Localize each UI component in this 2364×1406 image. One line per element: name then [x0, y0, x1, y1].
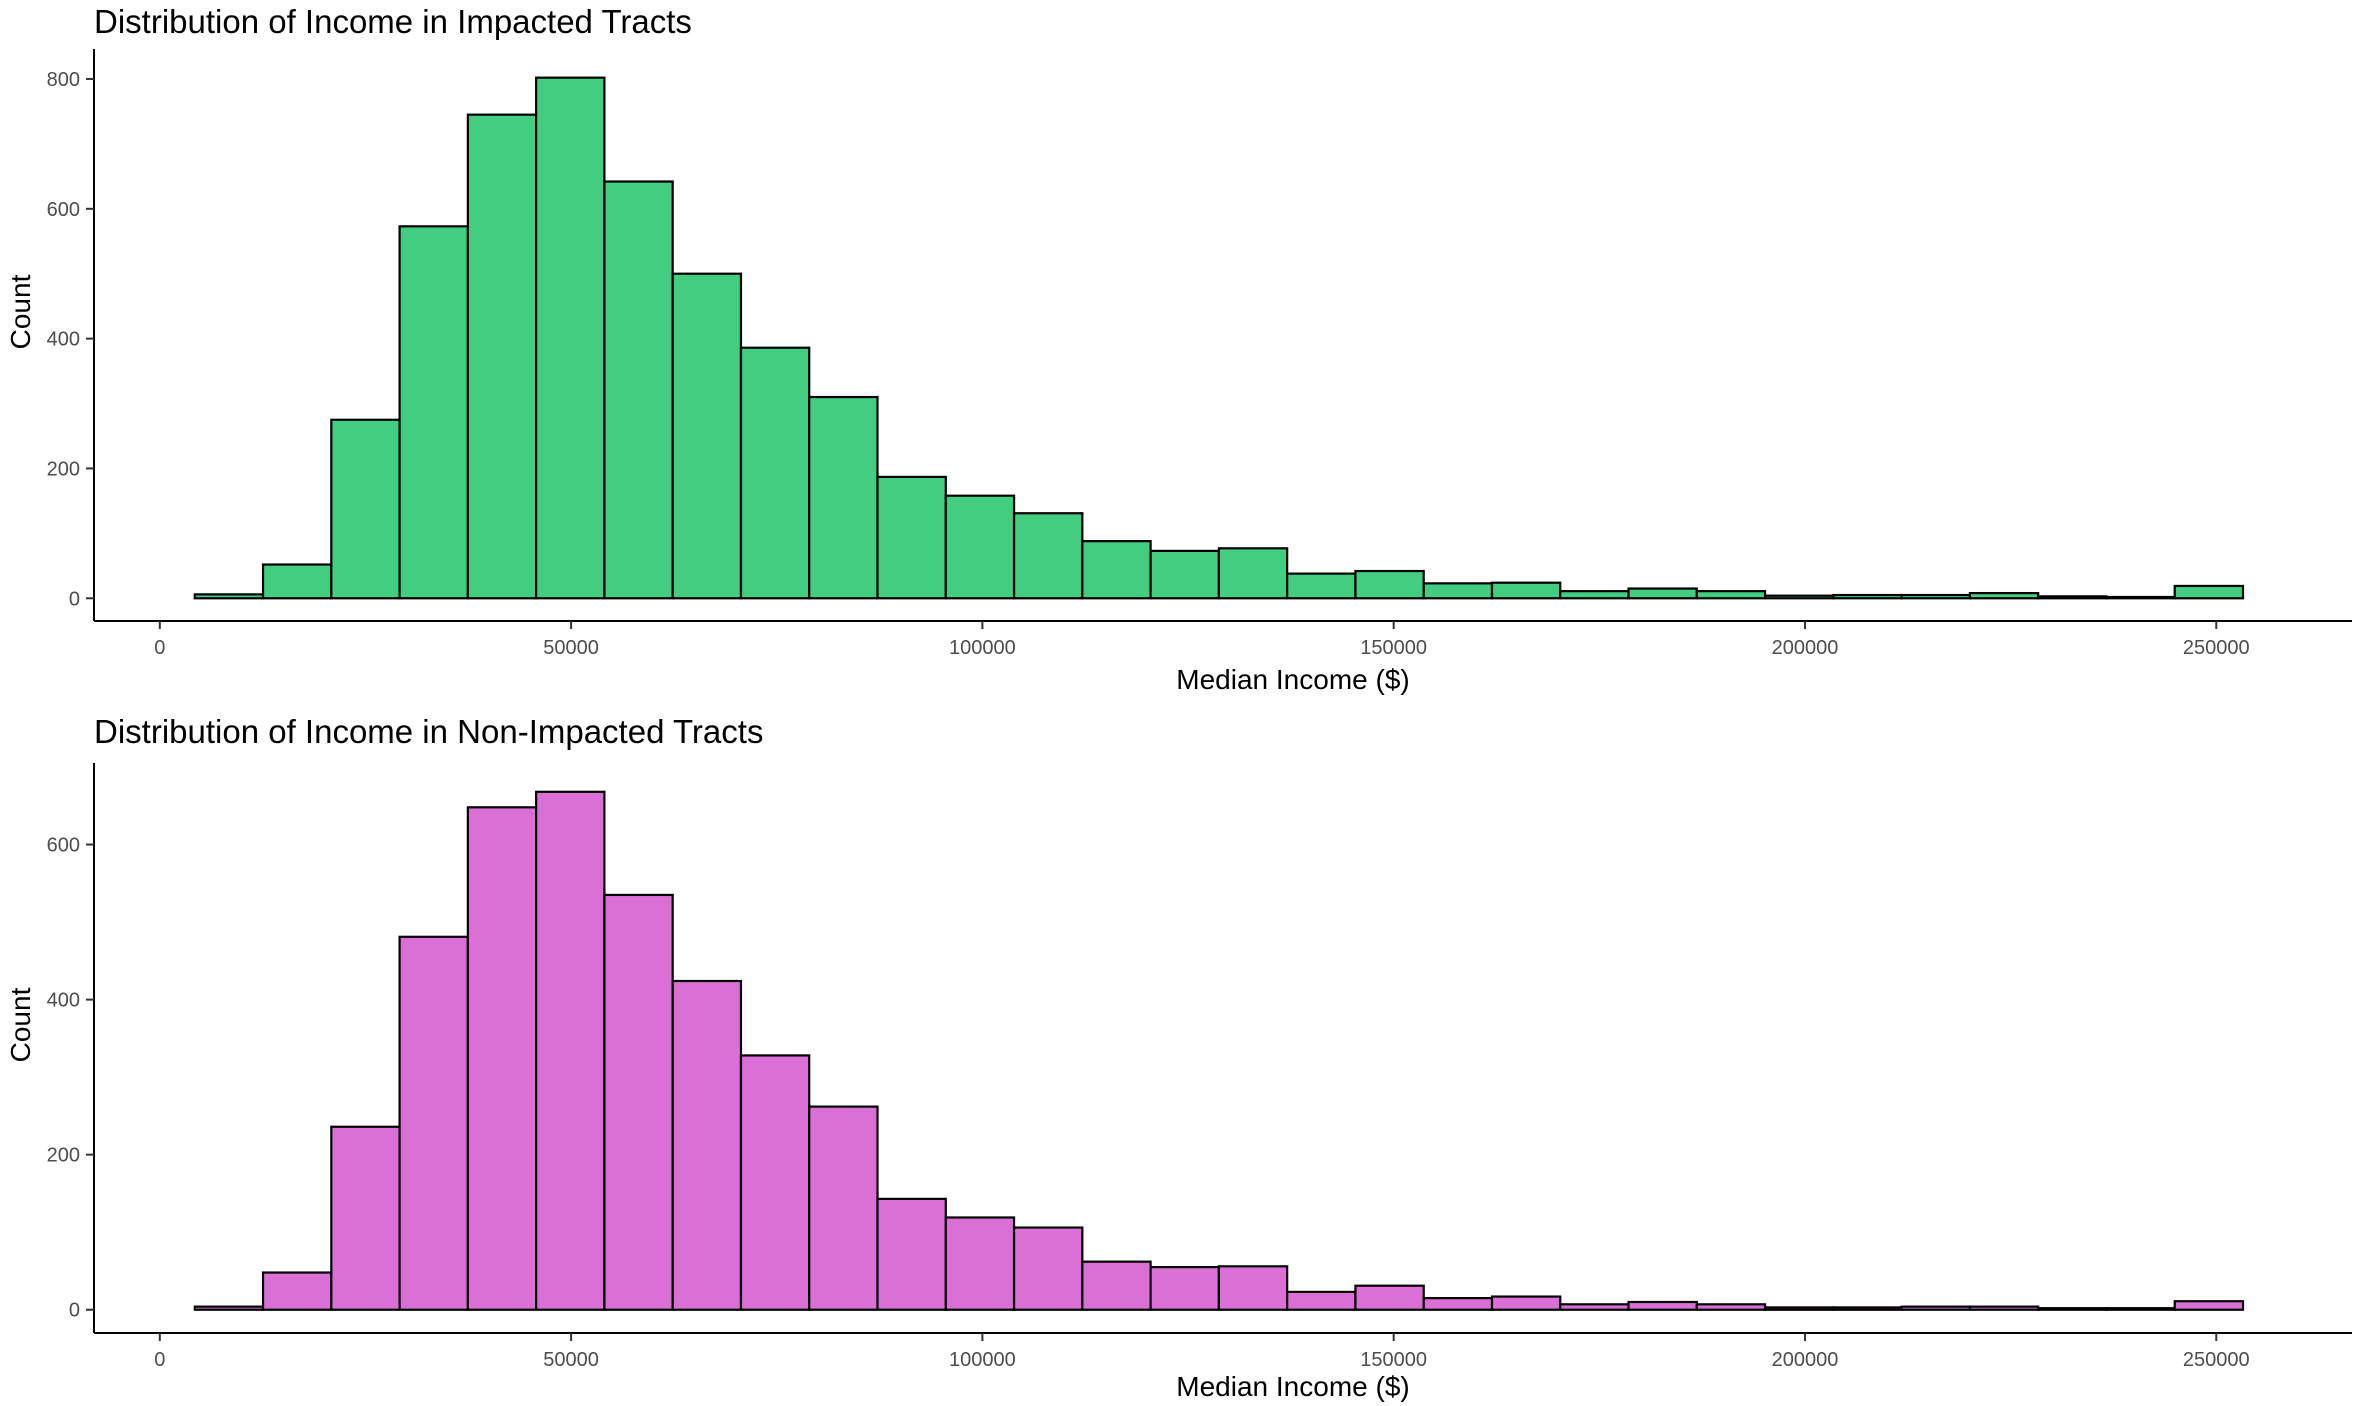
y-tick-label: 0	[69, 588, 80, 610]
histogram-bar	[876, 1197, 947, 1311]
histogram-bar	[944, 1216, 1016, 1311]
histogram-bar	[1217, 1265, 1289, 1311]
y-tick-label: 400	[47, 990, 80, 1012]
histogram-bar	[1832, 593, 1903, 600]
histogram-bar	[1627, 587, 1698, 600]
x-tick-label: 0	[154, 637, 165, 659]
x-tick-label: 100000	[949, 1349, 1016, 1371]
histogram-bar	[1763, 1306, 1835, 1311]
x-tick-label: 100000	[949, 637, 1016, 659]
histogram-bar	[1286, 572, 1357, 600]
histogram-bar	[1354, 1284, 1425, 1311]
histogram-bar	[808, 395, 879, 600]
x-tick-label: 0	[154, 1349, 165, 1371]
histogram-bar	[1490, 581, 1562, 600]
histogram-bar	[671, 272, 743, 600]
histogram-bar	[671, 979, 743, 1311]
histogram-bar	[603, 893, 674, 1311]
x-tick-label: 50000	[543, 1349, 599, 1371]
histogram-bar	[1559, 590, 1630, 600]
histogram-bar	[1559, 1303, 1630, 1311]
histogram-bar	[1149, 549, 1220, 600]
histogram-bar	[466, 806, 538, 1311]
histogram-bar	[2037, 595, 2108, 600]
impacted-histogram: 0 50000 100000 150000 200000 250000 0 200 400 600…	[5, 49, 2352, 695]
y-tick-label: 200	[47, 458, 80, 480]
y-tick-label: 0	[69, 1300, 80, 1322]
non-impacted-chart-panel: Distribution of Income in Non-Impacted T…	[0, 710, 2364, 1406]
bars	[193, 76, 2245, 600]
x-tick-label: 200000	[1772, 1349, 1839, 1371]
x-tick-label: 150000	[1360, 637, 1427, 659]
histogram-bar	[1695, 590, 1767, 600]
histogram-bar	[1900, 1305, 1972, 1311]
histogram-bar	[330, 418, 401, 600]
x-tick-label: 50000	[543, 637, 599, 659]
histogram-bar	[398, 935, 469, 1311]
chart-title: Distribution of Income in Impacted Tract…	[94, 3, 692, 40]
histogram-bar	[1012, 512, 1084, 600]
histogram-bar	[2105, 595, 2176, 600]
histogram-bar	[876, 475, 947, 600]
histogram-bar	[466, 113, 538, 600]
x-tick-label: 200000	[1772, 637, 1839, 659]
histogram-bar	[1012, 1226, 1084, 1311]
x-axis-title: Median Income ($)	[1176, 664, 1409, 695]
histogram-bar	[1081, 540, 1152, 600]
histogram-bar	[535, 790, 606, 1311]
impacted-chart-panel: Distribution of Income in Impacted Tract…	[5, 3, 2352, 695]
x-tick-label: 250000	[2183, 637, 2250, 659]
histogram-bar	[1695, 1303, 1767, 1311]
y-tick-label: 600	[47, 199, 80, 221]
histogram-bar	[808, 1105, 879, 1311]
histogram-bar	[739, 1054, 811, 1311]
x-tick-label: 250000	[2183, 1349, 2250, 1371]
histogram-bar	[193, 1305, 265, 1311]
histogram-bar	[1217, 547, 1289, 600]
histogram-bar	[1968, 1305, 2040, 1311]
histogram-bar	[398, 225, 469, 600]
histogram-bar	[1627, 1300, 1698, 1311]
histogram-bar	[193, 593, 265, 600]
histogram-bar	[330, 1125, 401, 1311]
non-impacted-histogram: 0 50000 100000 150000 200000 250000 0 200 400 600…	[5, 763, 2352, 1402]
y-tick-label: 600	[47, 835, 80, 857]
histogram-bar	[1422, 1297, 1494, 1311]
histogram-bar	[535, 76, 606, 600]
histogram-bar	[1968, 591, 2040, 600]
histogram-bar	[261, 1271, 333, 1311]
histogram-bar	[1354, 569, 1425, 600]
histogram-bar	[2173, 1300, 2245, 1311]
histogram-bar	[603, 180, 674, 600]
histogram-bar	[739, 346, 811, 600]
y-axis-title: Count	[5, 274, 36, 349]
histogram-bar	[1422, 582, 1494, 600]
histogram-bar	[1490, 1295, 1562, 1311]
histogram-bar	[1081, 1260, 1152, 1311]
histogram-bar	[1900, 593, 1972, 600]
histogram-bar	[1832, 1306, 1903, 1311]
y-tick-label: 800	[47, 69, 80, 91]
histogram-bar	[944, 494, 1016, 600]
histogram-bar	[1149, 1265, 1220, 1311]
histogram-bar	[2105, 1307, 2176, 1311]
x-tick-label: 150000	[1360, 1349, 1427, 1371]
histogram-bar	[1763, 594, 1835, 600]
y-axis-title: Count	[5, 987, 36, 1062]
x-axis-title: Median Income ($)	[1176, 1371, 1409, 1402]
histogram-bar	[261, 563, 333, 600]
bars	[193, 790, 2245, 1311]
chart-title: Distribution of Income in Non-Impacted T…	[94, 713, 764, 750]
y-tick-label: 400	[47, 329, 80, 351]
y-tick-label: 200	[47, 1145, 80, 1167]
histogram-bar	[2173, 584, 2245, 600]
histogram-bar	[1286, 1290, 1357, 1311]
histogram-bar	[2037, 1307, 2108, 1311]
